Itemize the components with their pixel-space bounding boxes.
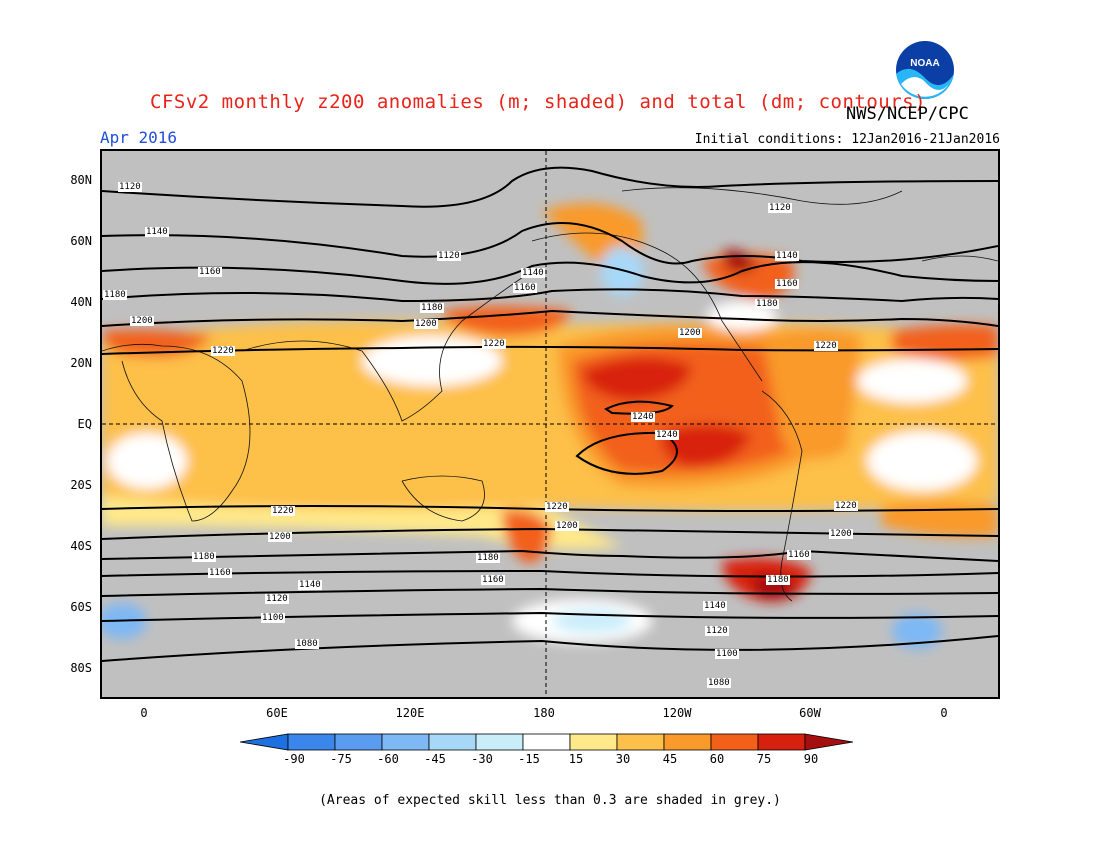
contour-label: 1160 bbox=[513, 283, 537, 293]
contour-label: 1160 bbox=[198, 267, 222, 277]
contour-label: 1200 bbox=[130, 316, 154, 326]
contour-label: 1120 bbox=[768, 203, 792, 213]
contour-label: 1220 bbox=[834, 501, 858, 511]
contour-label: 1120 bbox=[705, 626, 729, 636]
contour-label: 1160 bbox=[208, 568, 232, 578]
colorbar-tick: 60 bbox=[709, 752, 725, 766]
colorbar-tick: -90 bbox=[283, 752, 305, 766]
colorbar-segment bbox=[381, 733, 430, 751]
colorbar-segment bbox=[663, 733, 712, 751]
lat-label: EQ bbox=[77, 417, 92, 431]
contour-label: 1080 bbox=[707, 678, 731, 688]
contour-label: 1220 bbox=[211, 346, 235, 356]
contour-label: 1120 bbox=[265, 594, 289, 604]
contour-label: 1220 bbox=[482, 339, 506, 349]
lat-label: 40N bbox=[70, 295, 92, 309]
colorbar-segment bbox=[569, 733, 618, 751]
contour-label: 1140 bbox=[775, 251, 799, 261]
colorbar-segment bbox=[287, 733, 336, 751]
colorbar-tick: 75 bbox=[756, 752, 772, 766]
colorbar-tick: -75 bbox=[330, 752, 352, 766]
lat-label: 20S bbox=[70, 478, 92, 492]
contour-label: 1100 bbox=[715, 649, 739, 659]
contour-label: 1120 bbox=[437, 251, 461, 261]
coastlines bbox=[102, 187, 998, 602]
colorbar-tick: -15 bbox=[518, 752, 540, 766]
contour-label: 1180 bbox=[476, 553, 500, 563]
contour-label: 1080 bbox=[295, 639, 319, 649]
contour-label: 1140 bbox=[521, 268, 545, 278]
anomaly-map bbox=[100, 149, 1000, 699]
colorbar-arrow-right bbox=[804, 733, 854, 751]
colorbar-tick: -30 bbox=[471, 752, 493, 766]
skill-footnote: (Areas of expected skill less than 0.3 a… bbox=[319, 793, 781, 808]
lon-label: 0 bbox=[940, 706, 948, 720]
contour-label: 1200 bbox=[268, 532, 292, 542]
lon-label: 0 bbox=[140, 706, 148, 720]
contour-label: 1240 bbox=[655, 430, 679, 440]
lat-label: 80N bbox=[70, 173, 92, 187]
lat-label: 60S bbox=[70, 600, 92, 614]
colorbar-tick: 15 bbox=[568, 752, 584, 766]
logo-text: NOAA bbox=[910, 58, 939, 69]
contour-label: 1200 bbox=[678, 328, 702, 338]
contour-label: 1220 bbox=[814, 341, 838, 351]
colorbar-segment bbox=[757, 733, 806, 751]
contour-label: 1140 bbox=[703, 601, 727, 611]
contour-label: 1140 bbox=[298, 580, 322, 590]
colorbar bbox=[239, 733, 860, 755]
agency-label: NWS/NCEP/CPC bbox=[846, 104, 969, 124]
contour-label: 1180 bbox=[192, 552, 216, 562]
colorbar-arrow-left bbox=[239, 733, 289, 751]
lon-label: 120E bbox=[395, 706, 425, 720]
contour-label: 1220 bbox=[545, 502, 569, 512]
contour-label: 1240 bbox=[631, 412, 655, 422]
colorbar-tick: -45 bbox=[424, 752, 446, 766]
anomaly-shading bbox=[102, 203, 998, 649]
lon-label: 180 bbox=[533, 706, 555, 720]
contour-label: 1220 bbox=[271, 506, 295, 516]
lat-label: 80S bbox=[70, 661, 92, 675]
contour-label: 1180 bbox=[103, 290, 127, 300]
contour-label: 1160 bbox=[787, 550, 811, 560]
month-label: Apr 2016 bbox=[100, 128, 178, 147]
colorbar-segment bbox=[475, 733, 524, 751]
lat-label: 20N bbox=[70, 356, 92, 370]
contour-label: 1140 bbox=[145, 227, 169, 237]
contour-label: 1200 bbox=[414, 319, 438, 329]
colorbar-tick: 30 bbox=[615, 752, 631, 766]
colorbar-segment bbox=[334, 733, 383, 751]
colorbar-segment bbox=[522, 733, 571, 751]
noaa-logo: NOAA bbox=[895, 40, 955, 104]
lat-label: 40S bbox=[70, 539, 92, 553]
lon-label: 120W bbox=[662, 706, 692, 720]
contour-label: 1120 bbox=[118, 182, 142, 192]
colorbar-segment bbox=[616, 733, 665, 751]
chart-title: CFSv2 monthly z200 anomalies (m; shaded)… bbox=[150, 91, 927, 113]
contour-label: 1160 bbox=[775, 279, 799, 289]
lat-label: 60N bbox=[70, 234, 92, 248]
colorbar-tick: 45 bbox=[662, 752, 678, 766]
colorbar-segment bbox=[428, 733, 477, 751]
colorbar-tick: -60 bbox=[377, 752, 399, 766]
lon-label: 60E bbox=[266, 706, 288, 720]
contour-label: 1180 bbox=[766, 575, 790, 585]
colorbar-tick: 90 bbox=[803, 752, 819, 766]
contour-label: 1100 bbox=[261, 613, 285, 623]
initial-conditions: Initial conditions: 12Jan2016-21Jan2016 bbox=[694, 132, 1000, 147]
contour-label: 1180 bbox=[420, 303, 444, 313]
contour-label: 1200 bbox=[555, 521, 579, 531]
contour-label: 1180 bbox=[755, 299, 779, 309]
colorbar-segment bbox=[710, 733, 759, 751]
contour-label: 1200 bbox=[829, 529, 853, 539]
lon-label: 60W bbox=[799, 706, 821, 720]
contour-label: 1160 bbox=[481, 575, 505, 585]
